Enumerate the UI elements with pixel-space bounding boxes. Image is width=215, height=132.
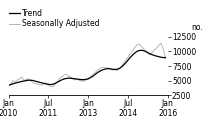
Text: no.: no. [191,23,203,32]
Legend: Trend, Seasonally Adjusted: Trend, Seasonally Adjusted [9,9,100,28]
